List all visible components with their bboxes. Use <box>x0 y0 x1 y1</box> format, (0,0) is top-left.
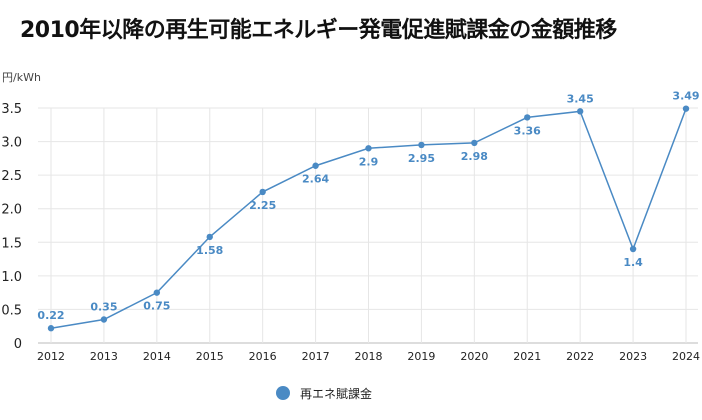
x-tick-label: 2024 <box>672 350 700 363</box>
data-label: 3.36 <box>514 124 541 137</box>
data-point <box>206 233 213 241</box>
data-label: 2.64 <box>302 173 329 186</box>
x-tick-label: 2020 <box>460 350 488 363</box>
data-label: 2.25 <box>249 199 276 212</box>
data-point <box>524 114 531 121</box>
y-tick-label: 1.5 <box>1 236 22 251</box>
data-point <box>47 325 55 332</box>
data-label: 1.4 <box>623 256 643 269</box>
y-axis-unit: 円/kWh <box>2 71 41 84</box>
y-tick-label: 3.5 <box>1 102 22 117</box>
legend-label: 再エネ賦課金 <box>300 386 372 401</box>
data-point <box>576 108 584 115</box>
x-tick-label: 2018 <box>355 350 383 363</box>
x-tick-label: 2017 <box>302 350 330 363</box>
x-tick-label: 2016 <box>249 350 277 363</box>
chart-title: 2010年以降の再生可能エネルギー発電促進賦課金の金額推移 <box>20 18 617 43</box>
data-label: 0.75 <box>143 300 170 313</box>
data-label: 2.9 <box>359 155 379 168</box>
data-label: 3.49 <box>672 90 699 103</box>
data-point <box>365 145 372 152</box>
x-tick-label: 2012 <box>37 350 65 363</box>
x-tick-label: 2021 <box>513 350 541 363</box>
data-point <box>418 141 425 149</box>
x-tick-label: 2013 <box>90 350 118 363</box>
legend-marker <box>276 386 290 400</box>
data-point <box>100 316 108 323</box>
data-label: 0.22 <box>37 309 64 322</box>
y-tick-label: 0 <box>14 337 22 352</box>
y-tick-label: 1.0 <box>1 270 22 285</box>
data-point <box>259 188 266 196</box>
data-label: 1.58 <box>196 244 223 257</box>
x-tick-label: 2015 <box>196 350 224 363</box>
data-label: 2.95 <box>408 152 435 165</box>
data-label: 3.45 <box>567 92 594 105</box>
x-tick-label: 2023 <box>619 350 647 363</box>
y-tick-label: 0.5 <box>1 303 22 318</box>
legend: 再エネ賦課金 <box>276 386 372 401</box>
y-tick-label: 2.0 <box>1 203 22 218</box>
x-tick-label: 2014 <box>143 350 171 363</box>
data-point <box>153 289 161 296</box>
data-point <box>471 139 478 147</box>
data-label: 0.35 <box>90 301 117 314</box>
data-point <box>629 245 637 253</box>
x-tick-label: 2019 <box>407 350 435 363</box>
y-tick-label: 2.5 <box>1 169 22 184</box>
data-point <box>682 105 690 112</box>
data-label: 2.98 <box>461 150 488 163</box>
y-tick-label: 3.0 <box>1 136 22 151</box>
x-tick-label: 2022 <box>566 350 594 363</box>
data-point <box>312 162 319 169</box>
